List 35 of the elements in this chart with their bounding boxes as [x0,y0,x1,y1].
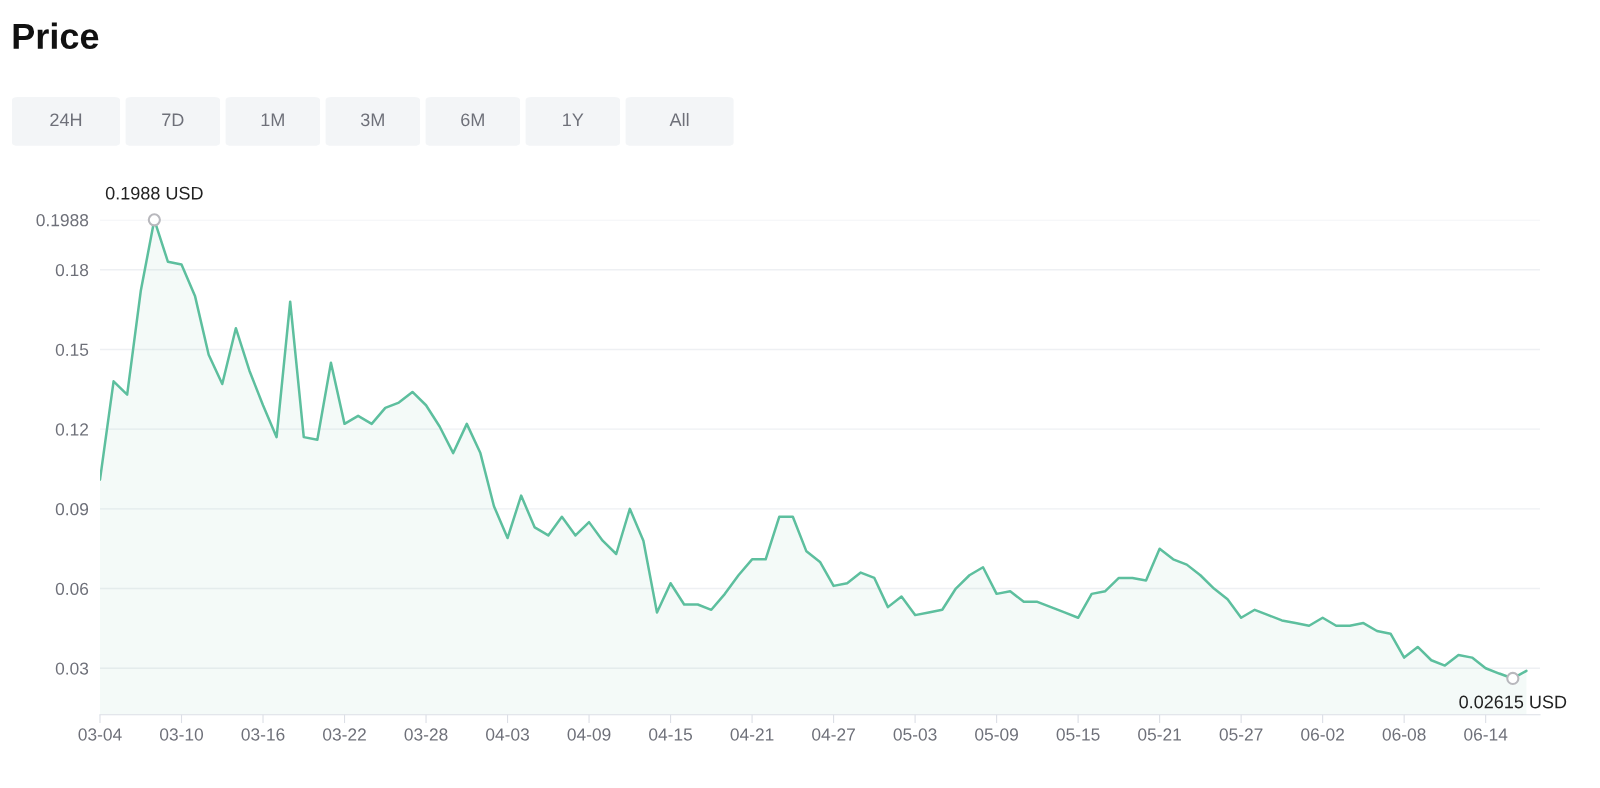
x-tick-label: 05-03 [893,728,937,741]
x-tick-label: 03-28 [404,728,448,741]
text: 1M [261,113,284,127]
x-tick-label: 03-16 [241,728,285,741]
y-tick-label: 0.06 [55,582,89,595]
x-tick-label: 06-08 [1382,728,1426,741]
x-tick-label: 05-15 [1056,728,1100,741]
x-tick-label: 05-21 [1138,728,1181,741]
x-tick-label: 04-03 [486,728,529,741]
chart-title: Price [13,22,99,50]
text: 24H [50,113,82,127]
x-tick-label: 04-27 [812,728,855,741]
x-tick-label: 03-10 [159,728,204,741]
x-tick-label: 05-27 [1219,728,1263,741]
text: 7D [162,113,184,127]
text: All [669,112,689,127]
y-tick-label: 0.12 [55,423,89,436]
x-tick-label: 03-04 [78,728,122,741]
text: 1Y [563,113,584,127]
x-tick-label: 06-02 [1301,728,1344,741]
y-tick-label: 0.09 [55,503,89,516]
y-tick-label: 0.18 [55,263,89,277]
x-tick-label: 04-09 [567,728,611,741]
x-tick-label: 06-14 [1464,728,1508,741]
x-tick-label: 03-22 [323,728,366,741]
text: 3M [360,113,384,127]
x-tick-label: 04-21 [730,728,774,741]
y-tick-label: 0.15 [55,343,89,356]
x-tick-label: 05-09 [975,728,1018,741]
y-tick-label: 0.1988 [36,214,89,227]
annotation: 0.02615 USD [1459,695,1567,709]
x-tick-label: 04-15 [649,728,693,741]
annotation: 0.1988 USD [105,186,203,200]
y-tick-label: 0.03 [55,662,89,675]
text: 6M [461,113,484,127]
